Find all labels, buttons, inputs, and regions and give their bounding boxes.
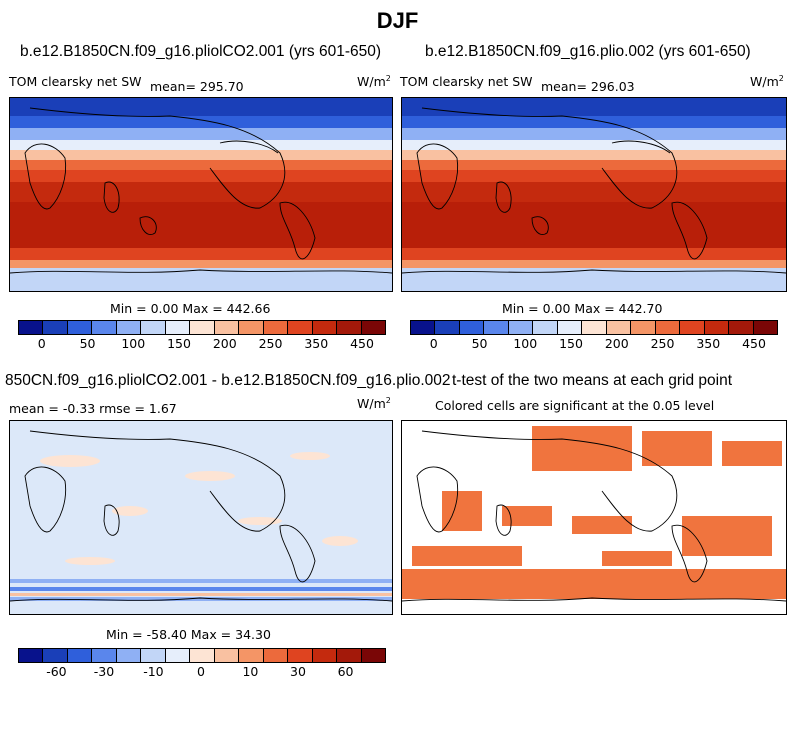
colorbar-swatch [116,649,142,662]
colorbar-tick-label: 0 [37,336,46,351]
colorbar-swatch [288,321,313,334]
colorbar-swatch [729,321,754,334]
colorbar-swatch [411,321,436,334]
colorbar-swatch [67,321,93,334]
colorbar-tick-label: 250 [650,336,675,351]
panel2-colorbar-ticks: 0 50 100 150 200 250 350 450 [410,336,776,352]
colorbar-tick-label: 50 [471,336,488,351]
panel1-variable-label: TOM clearsky net SW [9,74,142,89]
colorbar-tick-label: 100 [121,336,146,351]
colorbar-swatch [631,321,656,334]
colorbar-swatch [190,321,215,334]
colorbar-swatch [288,649,313,662]
colorbar-swatch [165,321,191,334]
colorbar-tick-label: 200 [212,336,237,351]
colorbar-swatch [263,321,289,334]
colorbar-tick-label: 10 [242,664,259,679]
colorbar-swatch [165,649,191,662]
panel3-stats-label: mean = -0.33 rmse = 1.67 [9,401,177,416]
colorbar-swatch [533,321,558,334]
colorbar-tick-label: 30 [290,664,306,679]
panel2-variable-label: TOM clearsky net SW [400,74,533,89]
colorbar-tick-label: 0 [429,336,438,351]
colorbar-swatch [116,321,142,334]
panel4-subtitle: Colored cells are significant at the 0.0… [435,398,715,413]
colorbar-swatch [508,321,534,334]
colorbar-swatch [141,321,166,334]
colorbar-swatch [92,649,117,662]
panel2-mean-label: mean= 296.03 [541,79,635,94]
panel2-map-svg [402,98,786,291]
colorbar-tick-label: 100 [513,336,538,351]
colorbar-swatch [680,321,705,334]
colorbar-tick-label: -60 [46,664,67,679]
colorbar-swatch [337,321,362,334]
panel1-map-svg [10,98,392,291]
colorbar-swatch [239,321,264,334]
colorbar-swatch [43,649,68,662]
colorbar-tick-label: 150 [559,336,583,351]
colorbar-swatch [655,321,681,334]
colorbar-swatch [606,321,632,334]
colorbar-tick-label: 200 [604,336,629,351]
colorbar-swatch [361,321,386,334]
colorbar-swatch [704,321,730,334]
panel1-colorbar-ticks: 0 50 100 150 200 250 350 450 [18,336,384,352]
colorbar-swatch [459,321,485,334]
colorbar-swatch [67,649,93,662]
figure-title: DJF [376,8,419,33]
colorbar-swatch [753,321,778,334]
panel2-colorbar [410,320,778,335]
colorbar-swatch [312,321,338,334]
colorbar-swatch [361,649,386,662]
colorbar-swatch [435,321,460,334]
colorbar-swatch [582,321,607,334]
colorbar-tick-label: 60 [337,664,354,679]
colorbar-swatch [557,321,583,334]
panel2-minmax: Min = 0.00 Max = 442.70 [502,301,663,316]
panel1-map [9,97,393,292]
panel1-colorbar [18,320,386,335]
panel1-title: b.e12.B1850CN.f09_g16.pliolCO2.001 (yrs … [20,43,382,60]
panel4-map-svg [402,426,786,602]
colorbar-tick-label: 350 [304,336,329,351]
colorbar-swatch [19,321,44,334]
panel2-units: W/m2 [750,74,784,90]
colorbar-tick-label: 350 [696,336,721,351]
panel4-title: t-test of the two means at each grid poi… [452,372,733,389]
colorbar-tick-label: 250 [258,336,283,351]
panel1-units: W/m2 [357,74,391,90]
panel4-map [401,420,787,615]
colorbar-swatch [92,321,117,334]
panel1-mean-label: mean= 295.70 [150,79,244,94]
panel3-units: W/m2 [357,396,391,412]
panel3-map-svg [10,421,392,614]
colorbar-tick-label: -10 [143,664,164,679]
panel3-map [9,420,393,615]
colorbar-tick-label: 450 [742,336,766,351]
colorbar-swatch [141,649,166,662]
colorbar-tick-label: -30 [93,664,115,679]
colorbar-swatch [190,649,215,662]
panel3-colorbar-ticks: -60 -30 -10 0 10 30 60 [18,664,384,680]
colorbar-swatch [43,321,68,334]
colorbar-swatch [337,649,362,662]
panel2-map [401,97,787,292]
panel1-minmax: Min = 0.00 Max = 442.66 [110,301,271,316]
colorbar-swatch [484,321,509,334]
colorbar-swatch [19,649,44,662]
colorbar-tick-label: 450 [350,336,374,351]
colorbar-tick-label: 0 [197,664,205,679]
colorbar-tick-label: 150 [167,336,191,351]
colorbar-swatch [263,649,289,662]
panel3-minmax: Min = -58.40 Max = 34.30 [106,627,271,642]
panel2-title: b.e12.B1850CN.f09_g16.plio.002 (yrs 601-… [425,43,751,60]
colorbar-swatch [214,649,240,662]
panel3-title: 850CN.f09_g16.pliolCO2.001 - b.e12.B1850… [5,372,451,389]
colorbar-swatch [239,649,264,662]
colorbar-swatch [214,321,240,334]
panel3-colorbar [18,648,386,663]
colorbar-swatch [312,649,338,662]
colorbar-tick-label: 50 [79,336,96,351]
